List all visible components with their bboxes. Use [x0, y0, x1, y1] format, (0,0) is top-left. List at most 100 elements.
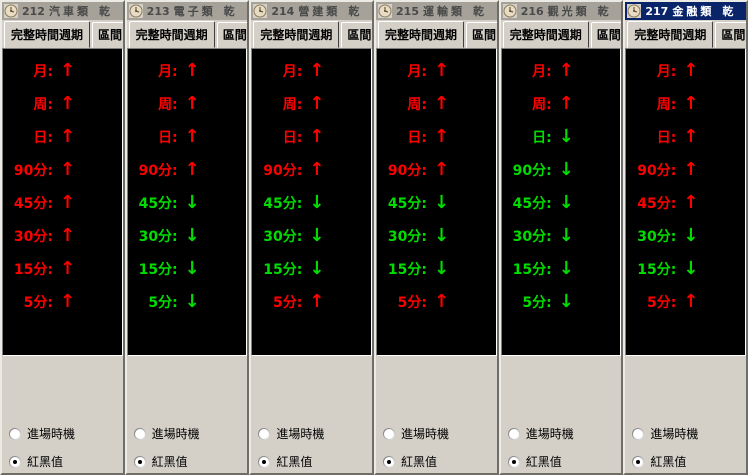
up-arrow-icon: ↑: [60, 158, 76, 180]
tab-interval[interactable]: 區間: [590, 22, 622, 48]
period-label: 日:: [33, 129, 53, 146]
clock-icon: [128, 4, 143, 18]
tab-interval[interactable]: 區間: [92, 22, 123, 48]
tab-interval[interactable]: 區間: [715, 22, 747, 48]
down-arrow-icon: ↓: [558, 158, 574, 180]
period-label: 45分:: [387, 195, 428, 212]
period-label: 日:: [656, 129, 677, 146]
period-label: 90分:: [387, 162, 428, 179]
up-arrow-icon: ↑: [309, 125, 325, 147]
up-arrow-icon: ↑: [683, 59, 699, 81]
entry-timing-radio[interactable]: 進場時機: [632, 425, 744, 442]
entry-timing-radio[interactable]: 進場時機: [383, 425, 495, 442]
period-row: 30分: ↓: [377, 219, 496, 252]
tab-full-time-cycle[interactable]: 完整時間週期: [627, 21, 714, 48]
red-black-value-radio[interactable]: 紅黑值: [258, 453, 370, 470]
tab-interval[interactable]: 區間: [216, 22, 248, 48]
radio-unselected-icon[interactable]: [258, 427, 271, 440]
period-label: 45分:: [512, 195, 552, 212]
options-area: 進場時機 紅黑值: [251, 356, 372, 473]
tab-interval[interactable]: 區間: [341, 22, 373, 48]
down-arrow-icon: ↓: [184, 224, 200, 246]
radio-selected-icon[interactable]: [133, 455, 146, 468]
period-label: 30分:: [387, 228, 428, 245]
tab-strip: 完整時間週期 區間: [127, 20, 248, 48]
down-arrow-icon: ↓: [558, 125, 574, 147]
red-black-value-radio[interactable]: 紅黑值: [507, 453, 620, 470]
red-black-value-radio[interactable]: 紅黑值: [632, 453, 744, 470]
period-label: 15分:: [512, 261, 552, 278]
radio-selected-icon[interactable]: [383, 455, 396, 468]
tab-full-time-cycle[interactable]: 完整時間週期: [502, 21, 589, 48]
period-row: 45分: ↑: [3, 186, 122, 219]
window-titlebar[interactable]: 214 營建類 乾: [251, 2, 373, 20]
entry-timing-radio[interactable]: 進場時機: [9, 425, 121, 442]
radio-selected-icon[interactable]: [632, 455, 645, 468]
time-cycle-panel: 月: ↑ 周: ↑ 日: ↓ 90分: ↓ 45分: ↓ 30分: ↓ 15分: ↓ 5分: ↓: [500, 48, 622, 356]
period-label: 月:: [532, 63, 552, 80]
radio-unselected-icon[interactable]: [9, 427, 21, 440]
radio-dot: [387, 459, 392, 464]
period-label: 月:: [33, 63, 53, 80]
period-row: 日: ↑: [128, 120, 247, 153]
period-label: 月:: [656, 63, 677, 80]
period-row: 5分: ↑: [377, 285, 496, 318]
period-row: 日: ↑: [377, 120, 496, 153]
window-titlebar[interactable]: 215 運輸類 乾: [376, 2, 497, 20]
period-row: 日: ↑: [626, 120, 745, 153]
up-arrow-icon: ↑: [434, 125, 450, 147]
period-row: 45分: ↓: [252, 186, 371, 219]
period-row: 15分: ↓: [128, 252, 247, 285]
clock-icon: [4, 4, 18, 18]
tab-full-time-cycle[interactable]: 完整時間週期: [128, 21, 215, 48]
entry-timing-radio[interactable]: 進場時機: [507, 425, 620, 442]
tab-interval[interactable]: 區間: [466, 22, 497, 48]
period-row: 日: ↑: [252, 120, 371, 153]
window-titlebar[interactable]: 213 電子類 乾: [126, 2, 248, 20]
period-label: 日:: [158, 129, 178, 146]
red-black-value-radio[interactable]: 紅黑值: [383, 453, 495, 470]
period-row: 5分: ↑: [3, 285, 122, 318]
tab-full-time-cycle[interactable]: 完整時間週期: [378, 21, 465, 48]
radio-selected-icon[interactable]: [507, 455, 520, 468]
options-area: 進場時機 紅黑值: [127, 356, 248, 473]
period-row: 90分: ↑: [377, 153, 496, 186]
tab-full-time-cycle[interactable]: 完整時間週期: [253, 21, 340, 48]
period-label: 30分:: [512, 228, 552, 245]
period-label: 45分:: [263, 195, 303, 212]
period-row: 周: ↑: [502, 87, 621, 120]
down-arrow-icon: ↓: [434, 191, 450, 213]
radio-selected-icon[interactable]: [9, 455, 21, 468]
entry-timing-radio[interactable]: 進場時機: [258, 425, 370, 442]
radio-selected-icon[interactable]: [258, 455, 271, 468]
period-label: 5分:: [148, 294, 178, 311]
up-arrow-icon: ↑: [60, 290, 76, 312]
radio-unselected-icon[interactable]: [507, 427, 520, 440]
window-titlebar[interactable]: 217 金融類 乾: [625, 2, 747, 20]
period-label: 90分:: [263, 162, 303, 179]
up-arrow-icon: ↑: [184, 92, 200, 114]
entry-timing-radio[interactable]: 進場時機: [133, 425, 246, 442]
red-black-value-radio[interactable]: 紅黑值: [133, 453, 246, 470]
radio-unselected-icon[interactable]: [133, 427, 146, 440]
window-titlebar[interactable]: 212 汽車類 乾: [2, 2, 123, 20]
radio-label: 紅黑值: [525, 455, 562, 469]
up-arrow-icon: ↑: [309, 158, 325, 180]
window-title-category: 電子類: [173, 5, 216, 18]
radio-unselected-icon[interactable]: [632, 427, 645, 440]
period-row: 月: ↑: [502, 54, 621, 87]
clock-icon: [502, 4, 517, 18]
window-title-category: 觀光類: [547, 5, 590, 18]
period-row: 周: ↑: [3, 87, 122, 120]
tab-strip: 完整時間週期 區間: [501, 20, 622, 48]
clock-icon: [253, 4, 268, 18]
period-row: 周: ↑: [377, 87, 496, 120]
up-arrow-icon: ↑: [683, 191, 699, 213]
red-black-value-radio[interactable]: 紅黑值: [9, 453, 121, 470]
time-cycle-panel: 月: ↑ 周: ↑ 日: ↑ 90分: ↑ 45分: ↓ 30分: ↓ 15分: ↓ 5分: ↓: [126, 48, 248, 356]
radio-unselected-icon[interactable]: [383, 427, 396, 440]
tab-full-time-cycle[interactable]: 完整時間週期: [4, 21, 91, 48]
window-titlebar[interactable]: 216 觀光類 乾: [500, 2, 622, 20]
period-row: 5分: ↓: [128, 285, 247, 318]
